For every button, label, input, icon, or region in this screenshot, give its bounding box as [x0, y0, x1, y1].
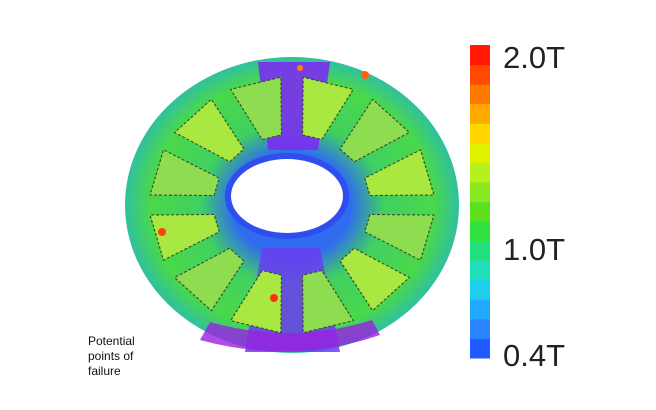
colorbar-label: 1.0T: [503, 232, 565, 267]
hot-spot: [297, 65, 303, 71]
hot-spot: [158, 228, 166, 236]
magnet: [301, 76, 355, 141]
colorbar-segment: [470, 181, 490, 202]
colorbar-segment: [470, 338, 490, 359]
colorbar-segment: [470, 123, 490, 144]
annotation: Potential: [88, 334, 135, 348]
colorbar-segment: [470, 45, 490, 66]
magnet: [149, 148, 220, 197]
colorbar-segment: [470, 201, 490, 222]
magnet: [339, 98, 411, 163]
flux-rim: [200, 320, 380, 352]
colorbar-segment: [470, 142, 490, 163]
magnet: [364, 148, 435, 197]
colorbar-segment: [470, 240, 490, 261]
colorbar-label: 0.4T: [503, 338, 565, 373]
magnet: [229, 269, 283, 334]
colorbar-label: 2.0T: [503, 40, 565, 75]
rotor-disc: [125, 57, 459, 353]
colorbar-segment: [470, 318, 490, 339]
colorbar-segment: [470, 162, 490, 183]
colorbar-segment: [470, 299, 490, 320]
colorbar-segment: [470, 279, 490, 300]
magnet: [364, 213, 435, 262]
annotation: points of: [88, 349, 134, 363]
hot-spot: [361, 71, 369, 79]
colorbar-segment: [470, 260, 490, 281]
magnet: [301, 269, 355, 334]
magnet: [339, 247, 411, 312]
annotation: failure: [88, 364, 121, 378]
colorbar-segment: [470, 103, 490, 124]
hot-spot: [270, 294, 278, 302]
colorbar: [470, 45, 490, 359]
center-hole: [231, 159, 343, 233]
colorbar-segment: [470, 221, 490, 242]
magnet-group: [149, 76, 435, 334]
magnet: [173, 98, 245, 163]
colorbar-segment: [470, 64, 490, 85]
magnet: [229, 76, 283, 141]
colorbar-segment: [470, 84, 490, 105]
magnet: [149, 213, 220, 262]
magnet: [173, 247, 245, 312]
